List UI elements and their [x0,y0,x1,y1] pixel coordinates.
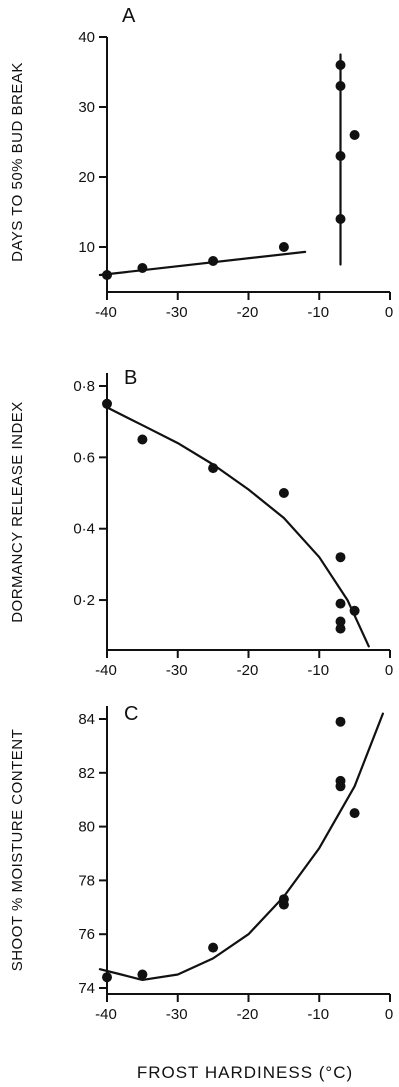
data-point [102,270,112,280]
y-axis-title: DORMANCY RELEASE INDEX [9,401,26,623]
y-tick-label: 0·6 [73,449,95,466]
data-point [278,488,289,498]
x-tick-label: 0 [385,662,393,679]
panel-c: -40 -30 -20 -10 0 74 76 78 80 82 84 SHOOT % MOISTUR… [9,703,393,1023]
data-point [335,60,346,70]
plot-panels: -40 -30 -20 -10 0 10 20 30 40 DAYS TO 50% BUD BRE… [9,5,393,1023]
data-point [335,151,346,161]
y-tick-label: 0·8 [73,378,95,395]
data-point [137,969,148,980]
panel-letter: B [124,367,137,389]
data-point [137,434,148,445]
data-point [335,716,346,727]
data-point [278,899,289,910]
y-tick-label: 74 [78,980,95,997]
panel-b: -40 -30 -20 -10 0 0·2 0·4 0·6 0·8 DORMANCY RELEAS… [9,367,393,679]
panel-letter: C [124,703,138,725]
x-tick-label: -20 [237,662,259,679]
data-point [335,214,346,224]
x-tick-label: -20 [237,1006,259,1023]
y-axis-title: DAYS TO 50% BUD BREAK [9,62,26,262]
shared-x-axis-title: FROST HARDINESS (°C) [137,1063,353,1082]
x-tick-label: -30 [166,304,188,321]
x-tick-label: -30 [166,1006,188,1023]
data-point [102,972,112,983]
data-point [278,242,289,252]
x-tick-label: -40 [95,304,117,321]
fit-line [98,712,384,981]
y-tick-label: 80 [78,819,95,836]
x-tick-label: -10 [307,1006,329,1023]
data-point [208,942,219,953]
x-tick-label: 0 [385,304,393,321]
data-point [349,808,360,819]
y-axis-title: SHOOT % MOISTURE CONTENT [9,729,26,972]
y-tick-label: 20 [78,169,95,186]
x-tick-label: 0 [385,1006,393,1023]
y-tick-label: 84 [78,711,95,728]
y-tick-label: 30 [78,99,95,116]
data-point [349,130,360,140]
data-point [335,616,346,627]
data-point [208,256,219,266]
y-tick-label: 0·4 [73,521,95,538]
y-tick-label: 10 [78,239,95,256]
x-tick-label: -30 [166,662,188,679]
x-tick-label: -20 [237,304,259,321]
data-point [349,605,360,616]
x-tick-label: -40 [95,1006,117,1023]
y-tick-label: 40 [78,29,95,46]
y-tick-label: 78 [78,872,95,889]
y-tick-label: 0·2 [73,592,95,609]
fit-line [98,250,307,277]
y-tick-label: 76 [78,926,95,943]
data-point [335,552,346,563]
x-tick-label: -40 [95,662,117,679]
data-point [335,598,346,609]
y-tick-label: 82 [78,765,95,782]
panel-a: -40 -30 -20 -10 0 10 20 30 40 DAYS TO 50% BUD BRE… [9,5,393,321]
data-point [102,398,112,409]
data-point [208,463,219,474]
data-point [335,781,346,792]
data-point [335,81,346,91]
panel-letter: A [122,5,136,27]
data-point [335,623,346,634]
fit-line [105,406,370,648]
data-point [137,263,148,273]
x-tick-label: -10 [307,304,329,321]
x-tick-label: -10 [307,662,329,679]
